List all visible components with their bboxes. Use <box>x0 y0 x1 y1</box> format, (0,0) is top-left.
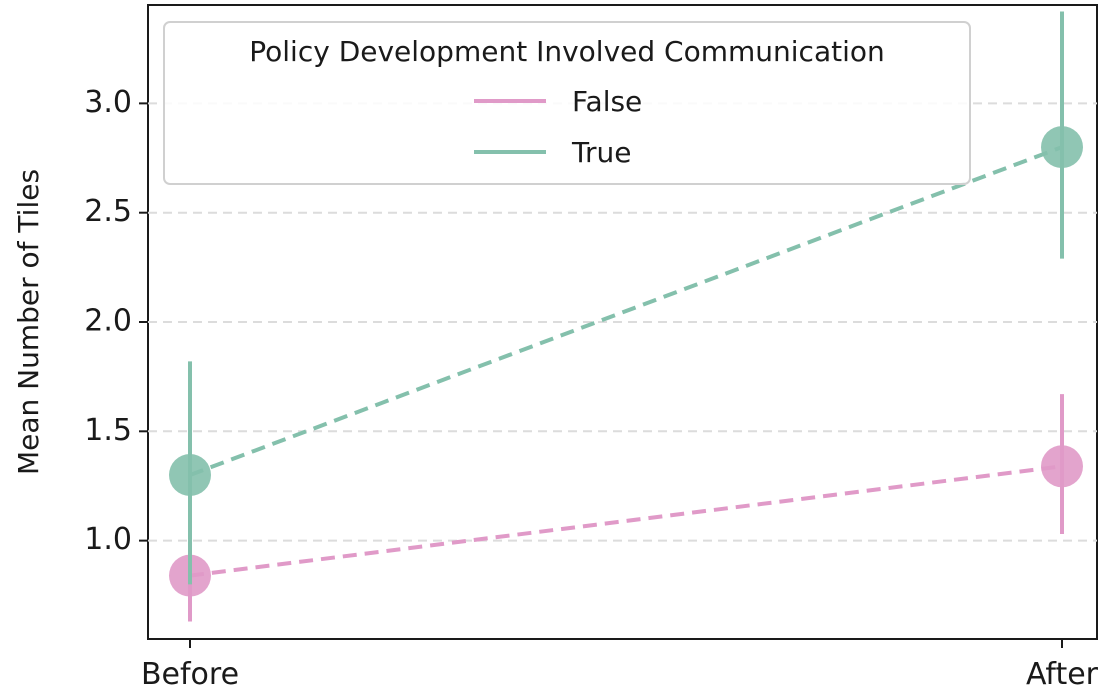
x-axis: Before After <box>141 639 1099 690</box>
series-true <box>169 11 1083 585</box>
y-tick-label: 3.0 <box>84 85 132 120</box>
y-axis-label: Mean Number of Tiles <box>12 169 45 475</box>
y-tick-label: 1.0 <box>84 522 132 557</box>
series-line-true <box>189 145 1063 477</box>
series-line-false <box>189 464 1063 578</box>
legend-label-true: True <box>571 136 631 169</box>
y-tick-label: 2.5 <box>84 194 132 229</box>
series-layer <box>169 11 1083 622</box>
x-tick-label-after: After <box>1026 657 1099 690</box>
point-true-before <box>169 454 211 497</box>
y-tick-label: 2.0 <box>84 304 132 339</box>
legend: Policy Development Involved Communicatio… <box>163 21 971 185</box>
x-tick-label-before: Before <box>141 657 239 690</box>
y-axis: 1.0 1.5 2.0 2.5 3.0 <box>84 85 148 557</box>
point-true-after <box>1041 126 1083 169</box>
legend-box <box>163 21 971 185</box>
y-tick-label: 1.5 <box>84 413 132 448</box>
legend-label-false: False <box>572 85 642 118</box>
series-false <box>169 394 1083 622</box>
point-false-after <box>1041 445 1083 488</box>
legend-title: Policy Development Involved Communicatio… <box>249 35 884 68</box>
